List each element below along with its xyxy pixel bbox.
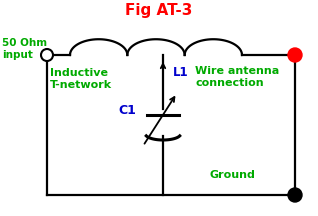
Text: Fig AT-3: Fig AT-3 <box>125 3 193 18</box>
Text: C1: C1 <box>118 104 136 117</box>
Text: Inductive
T-network: Inductive T-network <box>50 68 112 90</box>
Text: Wire antenna
connection: Wire antenna connection <box>195 66 279 88</box>
Text: 50 Ohm
input: 50 Ohm input <box>2 38 47 60</box>
Circle shape <box>288 188 302 202</box>
Text: L1: L1 <box>173 66 189 79</box>
Circle shape <box>288 48 302 62</box>
Text: Ground: Ground <box>210 170 256 180</box>
Circle shape <box>41 49 53 61</box>
